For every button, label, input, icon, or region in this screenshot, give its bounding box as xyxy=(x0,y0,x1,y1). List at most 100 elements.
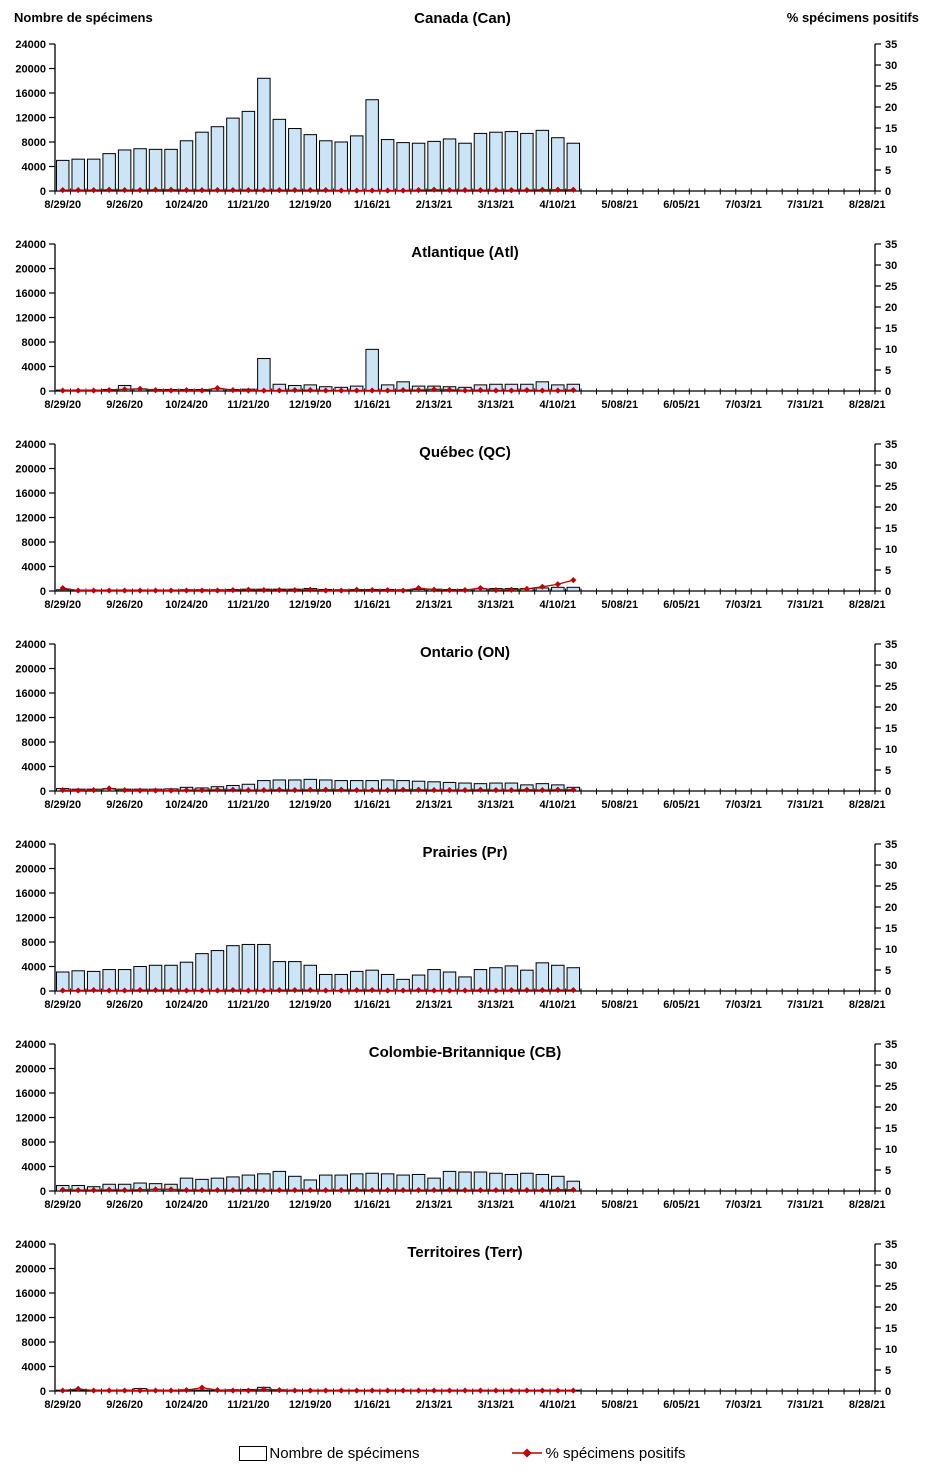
pct-marker xyxy=(152,1387,159,1394)
pct-marker xyxy=(152,787,159,794)
svg-text:5/08/21: 5/08/21 xyxy=(601,399,638,411)
pct-marker xyxy=(570,1387,577,1394)
svg-text:0: 0 xyxy=(40,186,46,198)
svg-text:1/16/21: 1/16/21 xyxy=(354,799,391,811)
svg-text:12000: 12000 xyxy=(15,513,46,525)
pct-marker xyxy=(400,187,407,194)
chart-svg-colombie-britannique: 0 4000 8000 12000 16000 20000 24000 0 5 10 15 20 25 3… xyxy=(15,1039,897,1211)
svg-text:20: 20 xyxy=(885,702,897,714)
svg-text:16000: 16000 xyxy=(15,888,46,900)
charts-stack: 0 4000 8000 12000 16000 20000 24000 0 5 10 15 20 25 3… xyxy=(0,34,925,1434)
pct-marker xyxy=(446,587,453,594)
svg-text:8000: 8000 xyxy=(22,137,46,149)
svg-text:30: 30 xyxy=(885,860,897,872)
svg-text:2/13/21: 2/13/21 xyxy=(416,599,453,611)
svg-text:6/05/21: 6/05/21 xyxy=(663,399,700,411)
specimen-bar xyxy=(566,586,581,592)
pct-marker xyxy=(59,787,66,794)
specimen-bar xyxy=(210,126,225,192)
pct-marker xyxy=(492,187,500,194)
svg-text:8000: 8000 xyxy=(22,737,46,749)
pct-marker xyxy=(121,787,128,794)
pct-marker xyxy=(338,987,345,994)
pct-marker xyxy=(523,786,530,793)
pct-marker xyxy=(183,387,190,394)
svg-text:2/13/21: 2/13/21 xyxy=(416,799,453,811)
pct-marker xyxy=(492,1387,500,1394)
svg-text:4000: 4000 xyxy=(22,162,46,174)
svg-text:8/28/21: 8/28/21 xyxy=(849,799,886,811)
axes: 0 4000 8000 12000 16000 20000 24000 0 5 10 15 20 25 3… xyxy=(15,239,897,411)
pct-marker xyxy=(75,587,82,594)
svg-text:10/24/20: 10/24/20 xyxy=(165,1399,208,1411)
svg-text:30: 30 xyxy=(885,260,897,272)
svg-text:10: 10 xyxy=(885,544,897,556)
pct-marker xyxy=(136,1387,144,1394)
svg-text:12/19/20: 12/19/20 xyxy=(289,999,332,1011)
pct-marker xyxy=(400,1187,407,1194)
pct-marker xyxy=(291,1387,298,1394)
svg-text:1/16/21: 1/16/21 xyxy=(354,1199,391,1211)
pct-marker xyxy=(121,187,128,194)
svg-text:35: 35 xyxy=(885,1239,897,1251)
svg-text:5: 5 xyxy=(885,565,891,577)
svg-text:8/29/20: 8/29/20 xyxy=(44,1199,81,1211)
pct-marker xyxy=(59,387,66,394)
svg-text:10: 10 xyxy=(885,944,897,956)
pct-marker xyxy=(90,987,97,994)
pct-marker xyxy=(106,587,113,594)
svg-text:24000: 24000 xyxy=(15,639,46,651)
svg-text:7/03/21: 7/03/21 xyxy=(725,599,762,611)
legend-item-specimens: Nombre de spécimens xyxy=(239,1445,420,1462)
specimen-bar xyxy=(288,961,302,992)
svg-text:3/13/21: 3/13/21 xyxy=(478,1399,515,1411)
svg-text:5: 5 xyxy=(885,365,891,377)
svg-text:9/26/20: 9/26/20 xyxy=(106,799,143,811)
pct-marker xyxy=(121,386,128,393)
pct-marker xyxy=(384,387,391,394)
specimen-bars xyxy=(56,1170,581,1192)
svg-text:8/28/21: 8/28/21 xyxy=(849,199,886,211)
pct-marker xyxy=(430,987,438,994)
pct-marker xyxy=(245,187,252,194)
pct-marker xyxy=(121,1387,128,1394)
svg-text:11/21/20: 11/21/20 xyxy=(227,599,269,611)
specimen-bars xyxy=(56,348,581,392)
svg-text:7/03/21: 7/03/21 xyxy=(725,1399,762,1411)
specimen-bar xyxy=(504,131,519,192)
pct-marker xyxy=(276,187,283,194)
pct-marker xyxy=(446,187,453,194)
svg-text:6/05/21: 6/05/21 xyxy=(663,799,700,811)
pct-marker xyxy=(384,187,391,194)
svg-text:2/13/21: 2/13/21 xyxy=(416,399,453,411)
pct-marker xyxy=(539,1387,546,1394)
pct-marker xyxy=(229,786,237,793)
pct-marker xyxy=(167,186,175,193)
chart-colombie-britannique: 0 4000 8000 12000 16000 20000 24000 0 5 10 15 20 25 3… xyxy=(0,1034,925,1234)
pct-marker xyxy=(152,587,159,594)
specimen-bar xyxy=(71,158,85,192)
specimen-bar xyxy=(303,134,318,192)
svg-text:15: 15 xyxy=(885,123,897,135)
svg-text:7/31/21: 7/31/21 xyxy=(787,1399,824,1411)
pct-marker xyxy=(554,1387,561,1394)
svg-text:9/26/20: 9/26/20 xyxy=(106,599,143,611)
svg-text:30: 30 xyxy=(885,1260,897,1272)
pct-marker xyxy=(508,1187,515,1194)
svg-text:11/21/20: 11/21/20 xyxy=(227,799,269,811)
svg-text:20: 20 xyxy=(885,102,897,114)
svg-text:8000: 8000 xyxy=(22,537,46,549)
pct-marker xyxy=(477,1187,484,1194)
pct-marker xyxy=(260,1187,267,1194)
pct-marker xyxy=(384,587,391,594)
specimen-bar xyxy=(551,137,565,192)
pct-marker xyxy=(167,587,175,594)
pct-marker xyxy=(338,1387,345,1394)
specimen-bar xyxy=(257,77,271,192)
pct-marker xyxy=(539,1187,546,1194)
specimen-bar xyxy=(179,140,194,192)
specimen-bar xyxy=(551,586,565,592)
svg-text:20: 20 xyxy=(885,1102,897,1114)
svg-text:12000: 12000 xyxy=(15,1313,46,1325)
right-axis-label: % spécimens positifs xyxy=(786,10,919,25)
